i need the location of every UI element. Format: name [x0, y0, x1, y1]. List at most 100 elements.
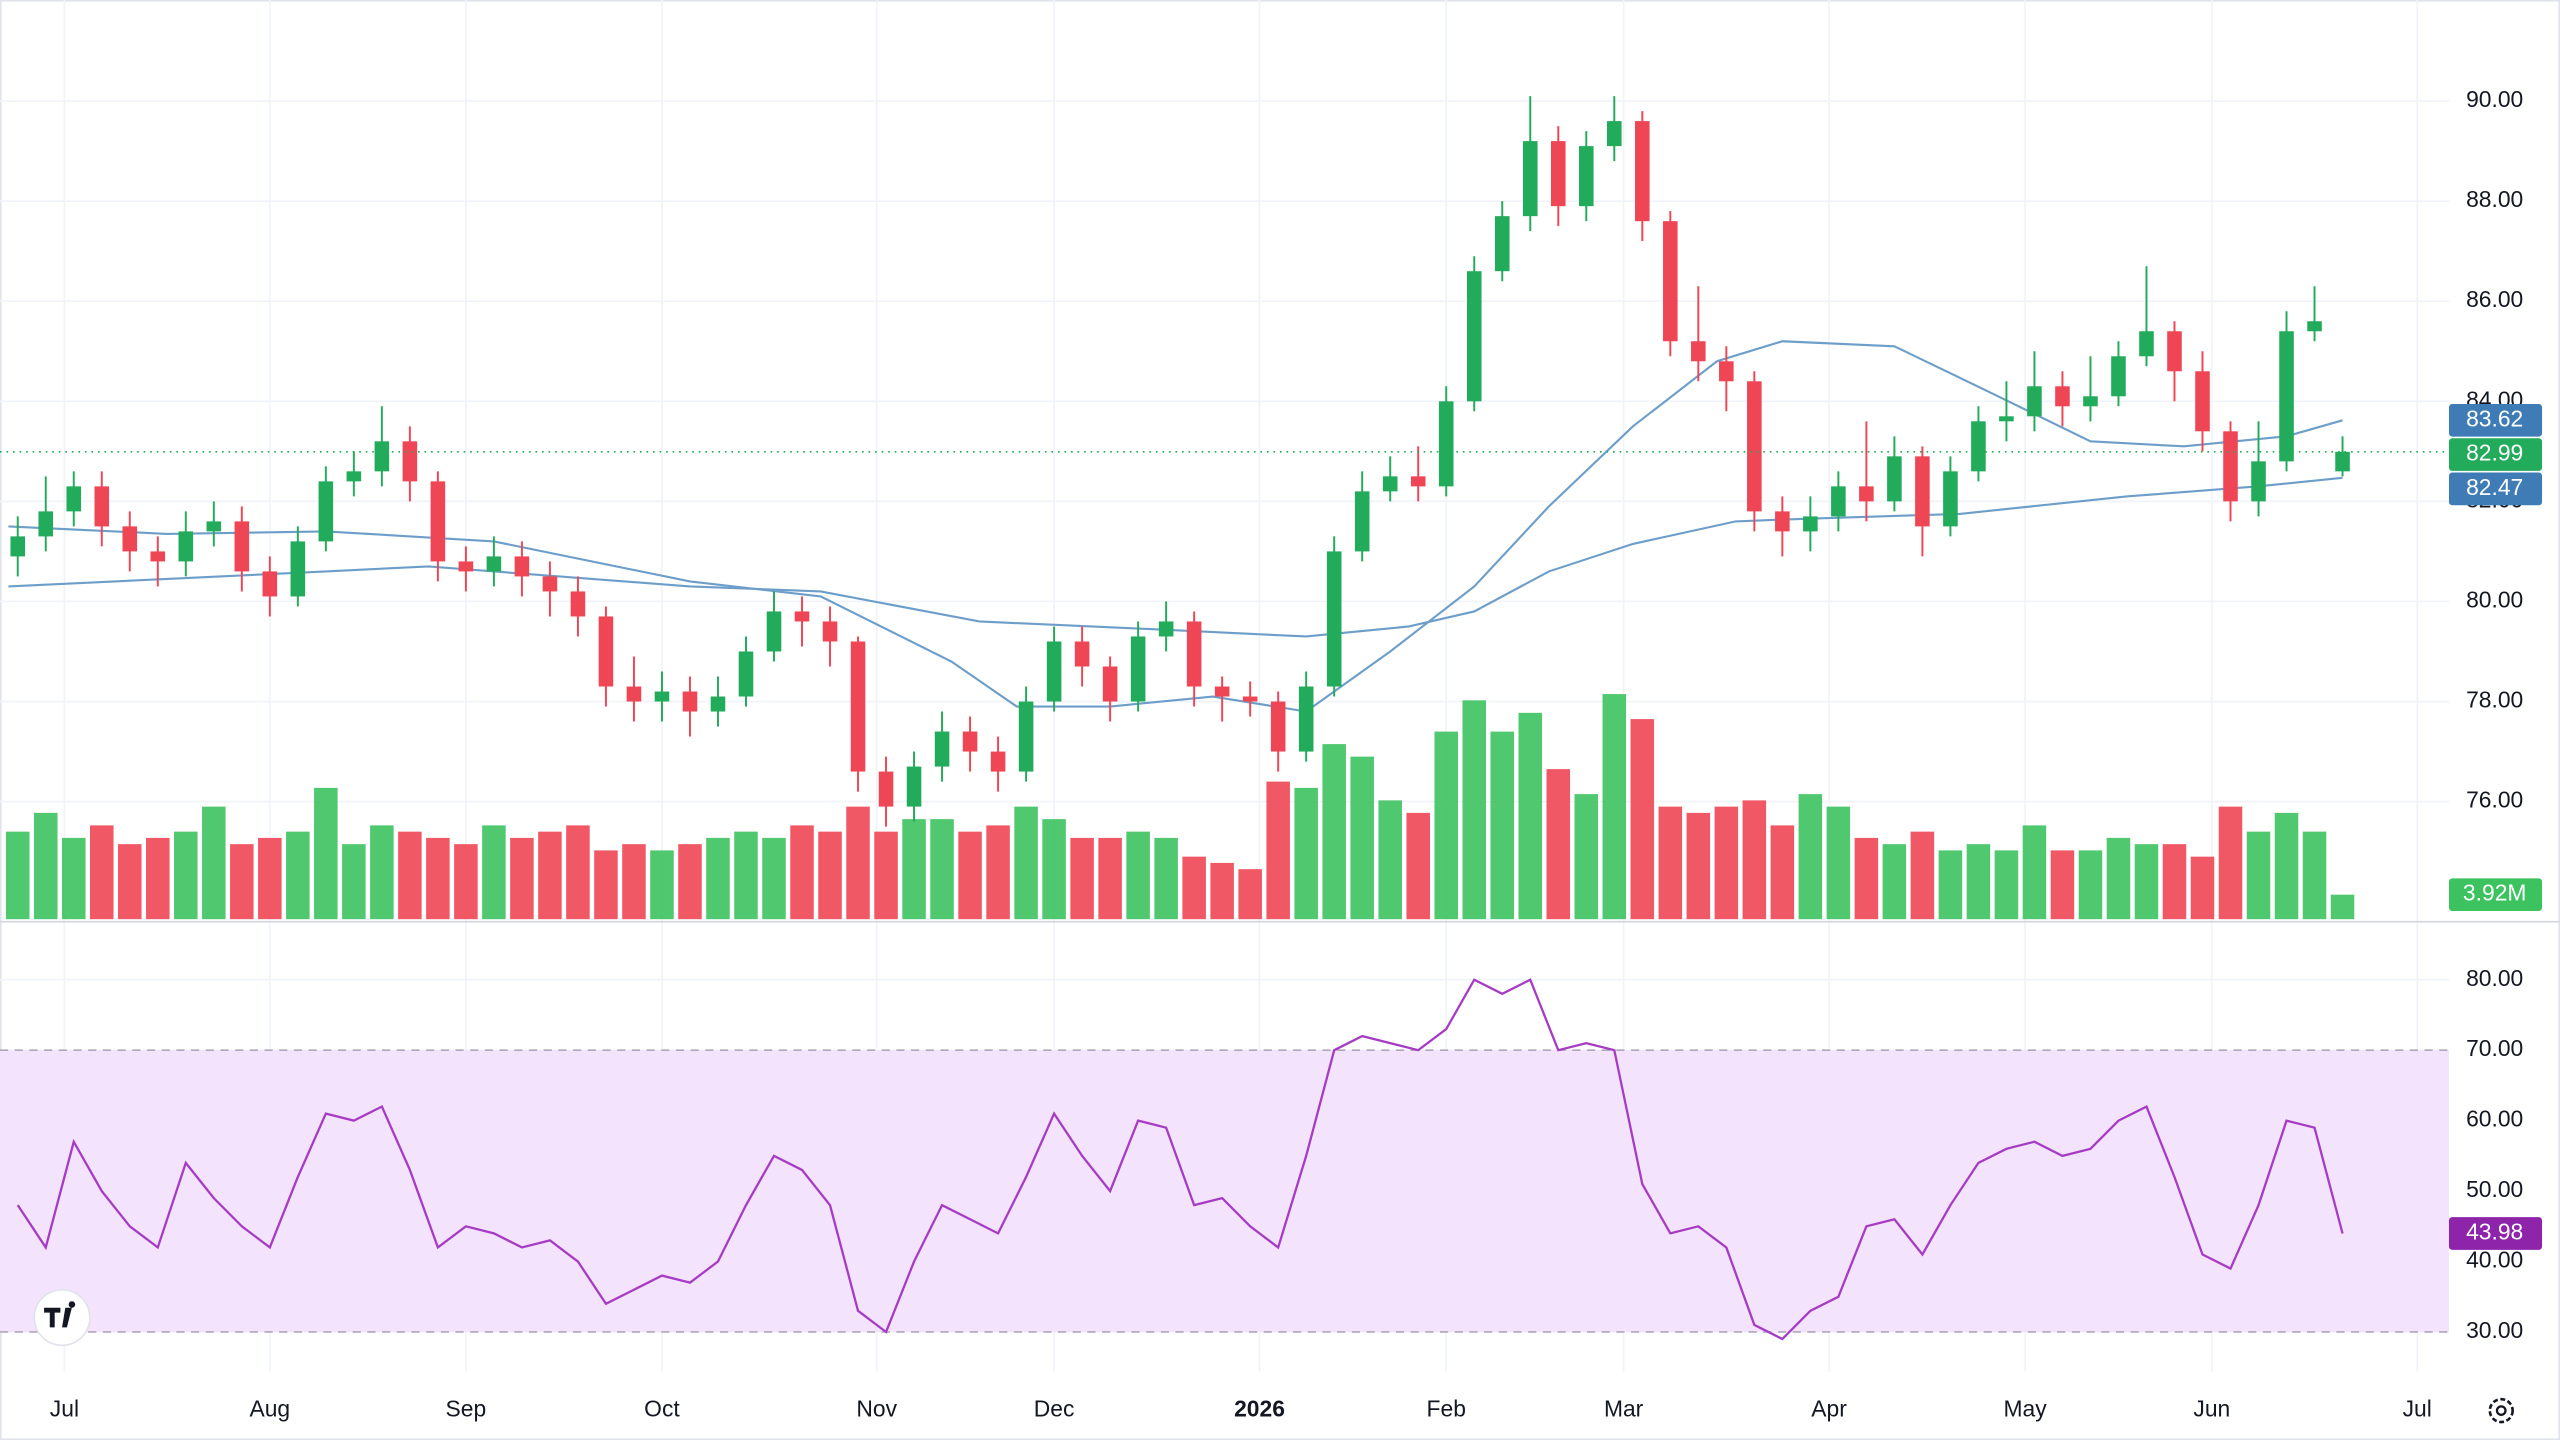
candle-body [1326, 551, 1342, 687]
candle-body [906, 766, 922, 807]
candle-body [990, 751, 1006, 772]
volume-bar [1378, 800, 1402, 920]
volume-bar [594, 850, 618, 920]
candle-body [66, 486, 82, 512]
y-tick-label: 88.00 [2466, 186, 2523, 212]
candle-body [1915, 456, 1930, 527]
volume-bar [1966, 844, 1991, 920]
settings-gear[interactable] [2488, 1397, 2514, 1424]
volume-bar [1014, 806, 1038, 920]
volume-bar [2022, 825, 2047, 920]
x-tick-label: Feb [1427, 1396, 1466, 1422]
candle-body [934, 731, 950, 767]
candle-body [38, 511, 54, 537]
y-tick-label: 76.00 [2466, 787, 2523, 813]
price-badge-label: 82.47 [2466, 474, 2523, 500]
candle-body [346, 471, 362, 482]
volume-bar [2218, 806, 2243, 920]
x-tick-label: Dec [1034, 1396, 1075, 1422]
candle-body [878, 771, 894, 807]
volume-bar [5, 831, 30, 920]
candle-body [1074, 641, 1090, 667]
candle-body [738, 651, 754, 697]
candle-body [10, 536, 26, 557]
volume-bar [1770, 825, 1795, 920]
volume-bar [2190, 856, 2215, 920]
candle-body [1999, 416, 2014, 422]
logo[interactable] [33, 1288, 91, 1347]
candle-body [1719, 361, 1734, 382]
volume-bar [1294, 787, 1318, 920]
volume-bar [958, 831, 982, 920]
candle-body [1607, 121, 1622, 147]
volume-bar [2050, 850, 2075, 920]
volume-bar [538, 831, 562, 920]
candle-body [1943, 471, 1958, 527]
candle-body [542, 576, 558, 592]
volume-bar [314, 787, 338, 920]
volume-bar [482, 825, 506, 920]
volume-bar [734, 831, 758, 920]
settings-button[interactable] [2488, 1397, 2514, 1424]
volume-bar [1546, 769, 1571, 920]
volume-bar [2246, 831, 2271, 920]
candle-body [430, 481, 446, 562]
volume-bar [1882, 844, 1907, 920]
volume-bar [1126, 831, 1150, 920]
rsi-badge-label: 43.98 [2466, 1219, 2523, 1245]
candle-body [822, 621, 838, 642]
plot [0, 96, 2449, 1341]
candle-body [178, 531, 194, 562]
candle-body [2251, 461, 2266, 502]
volume-bar [1742, 800, 1767, 920]
candle-body [1270, 701, 1286, 752]
volume-bar [1518, 712, 1543, 920]
candle-body [402, 441, 418, 482]
volume-bar [2134, 844, 2159, 920]
candle-body [1242, 696, 1258, 702]
moving-average-line [8, 476, 2343, 638]
candle-body [626, 686, 642, 702]
x-tick-label: Sep [446, 1396, 487, 1422]
candle-body [1550, 141, 1566, 207]
candle-body [2055, 386, 2070, 407]
volume-bar [762, 837, 786, 920]
rsi-badge [2448, 1217, 2543, 1250]
candle-body [94, 486, 110, 527]
candle-body [2027, 386, 2042, 417]
x-tick-label: Mar [1604, 1396, 1644, 1422]
y-tick-label: 90.00 [2466, 86, 2523, 112]
volume-bar [1714, 806, 1739, 920]
logo-circle[interactable] [33, 1288, 91, 1347]
volume-bar [370, 825, 394, 920]
volume-bar [1210, 862, 1234, 920]
volume-bar [1154, 837, 1178, 920]
x-tick-label: Nov [856, 1396, 897, 1422]
volume-bar [2274, 812, 2299, 920]
candle-body [766, 611, 782, 652]
candle-body [2279, 331, 2294, 462]
price-badge [2448, 438, 2543, 471]
volume-bar [874, 831, 898, 920]
volume-bar [230, 844, 254, 920]
volume-bar [650, 850, 674, 920]
candle-body [2195, 371, 2210, 432]
candle-body [1494, 216, 1510, 272]
price-badge [2448, 472, 2543, 506]
candle-body [2083, 396, 2098, 407]
candle-body [1578, 146, 1594, 207]
volume-bar [202, 806, 226, 920]
volume-bar [2302, 831, 2327, 920]
x-tick-label: Oct [644, 1396, 680, 1422]
volume-bar [1490, 731, 1515, 920]
volume-bar [818, 831, 842, 920]
x-tick-label: Apr [1811, 1396, 1847, 1422]
candle-body [290, 541, 306, 597]
candle-body [1382, 476, 1398, 492]
volume-bar [902, 819, 926, 920]
volume-bar [1686, 812, 1711, 920]
candle-body [1410, 476, 1426, 487]
candle-body [374, 441, 390, 472]
axes: Jul Aug Sep Oct Nov Dec 2026 Feb Mar Apr May Jun Jul… [50, 86, 2543, 1422]
